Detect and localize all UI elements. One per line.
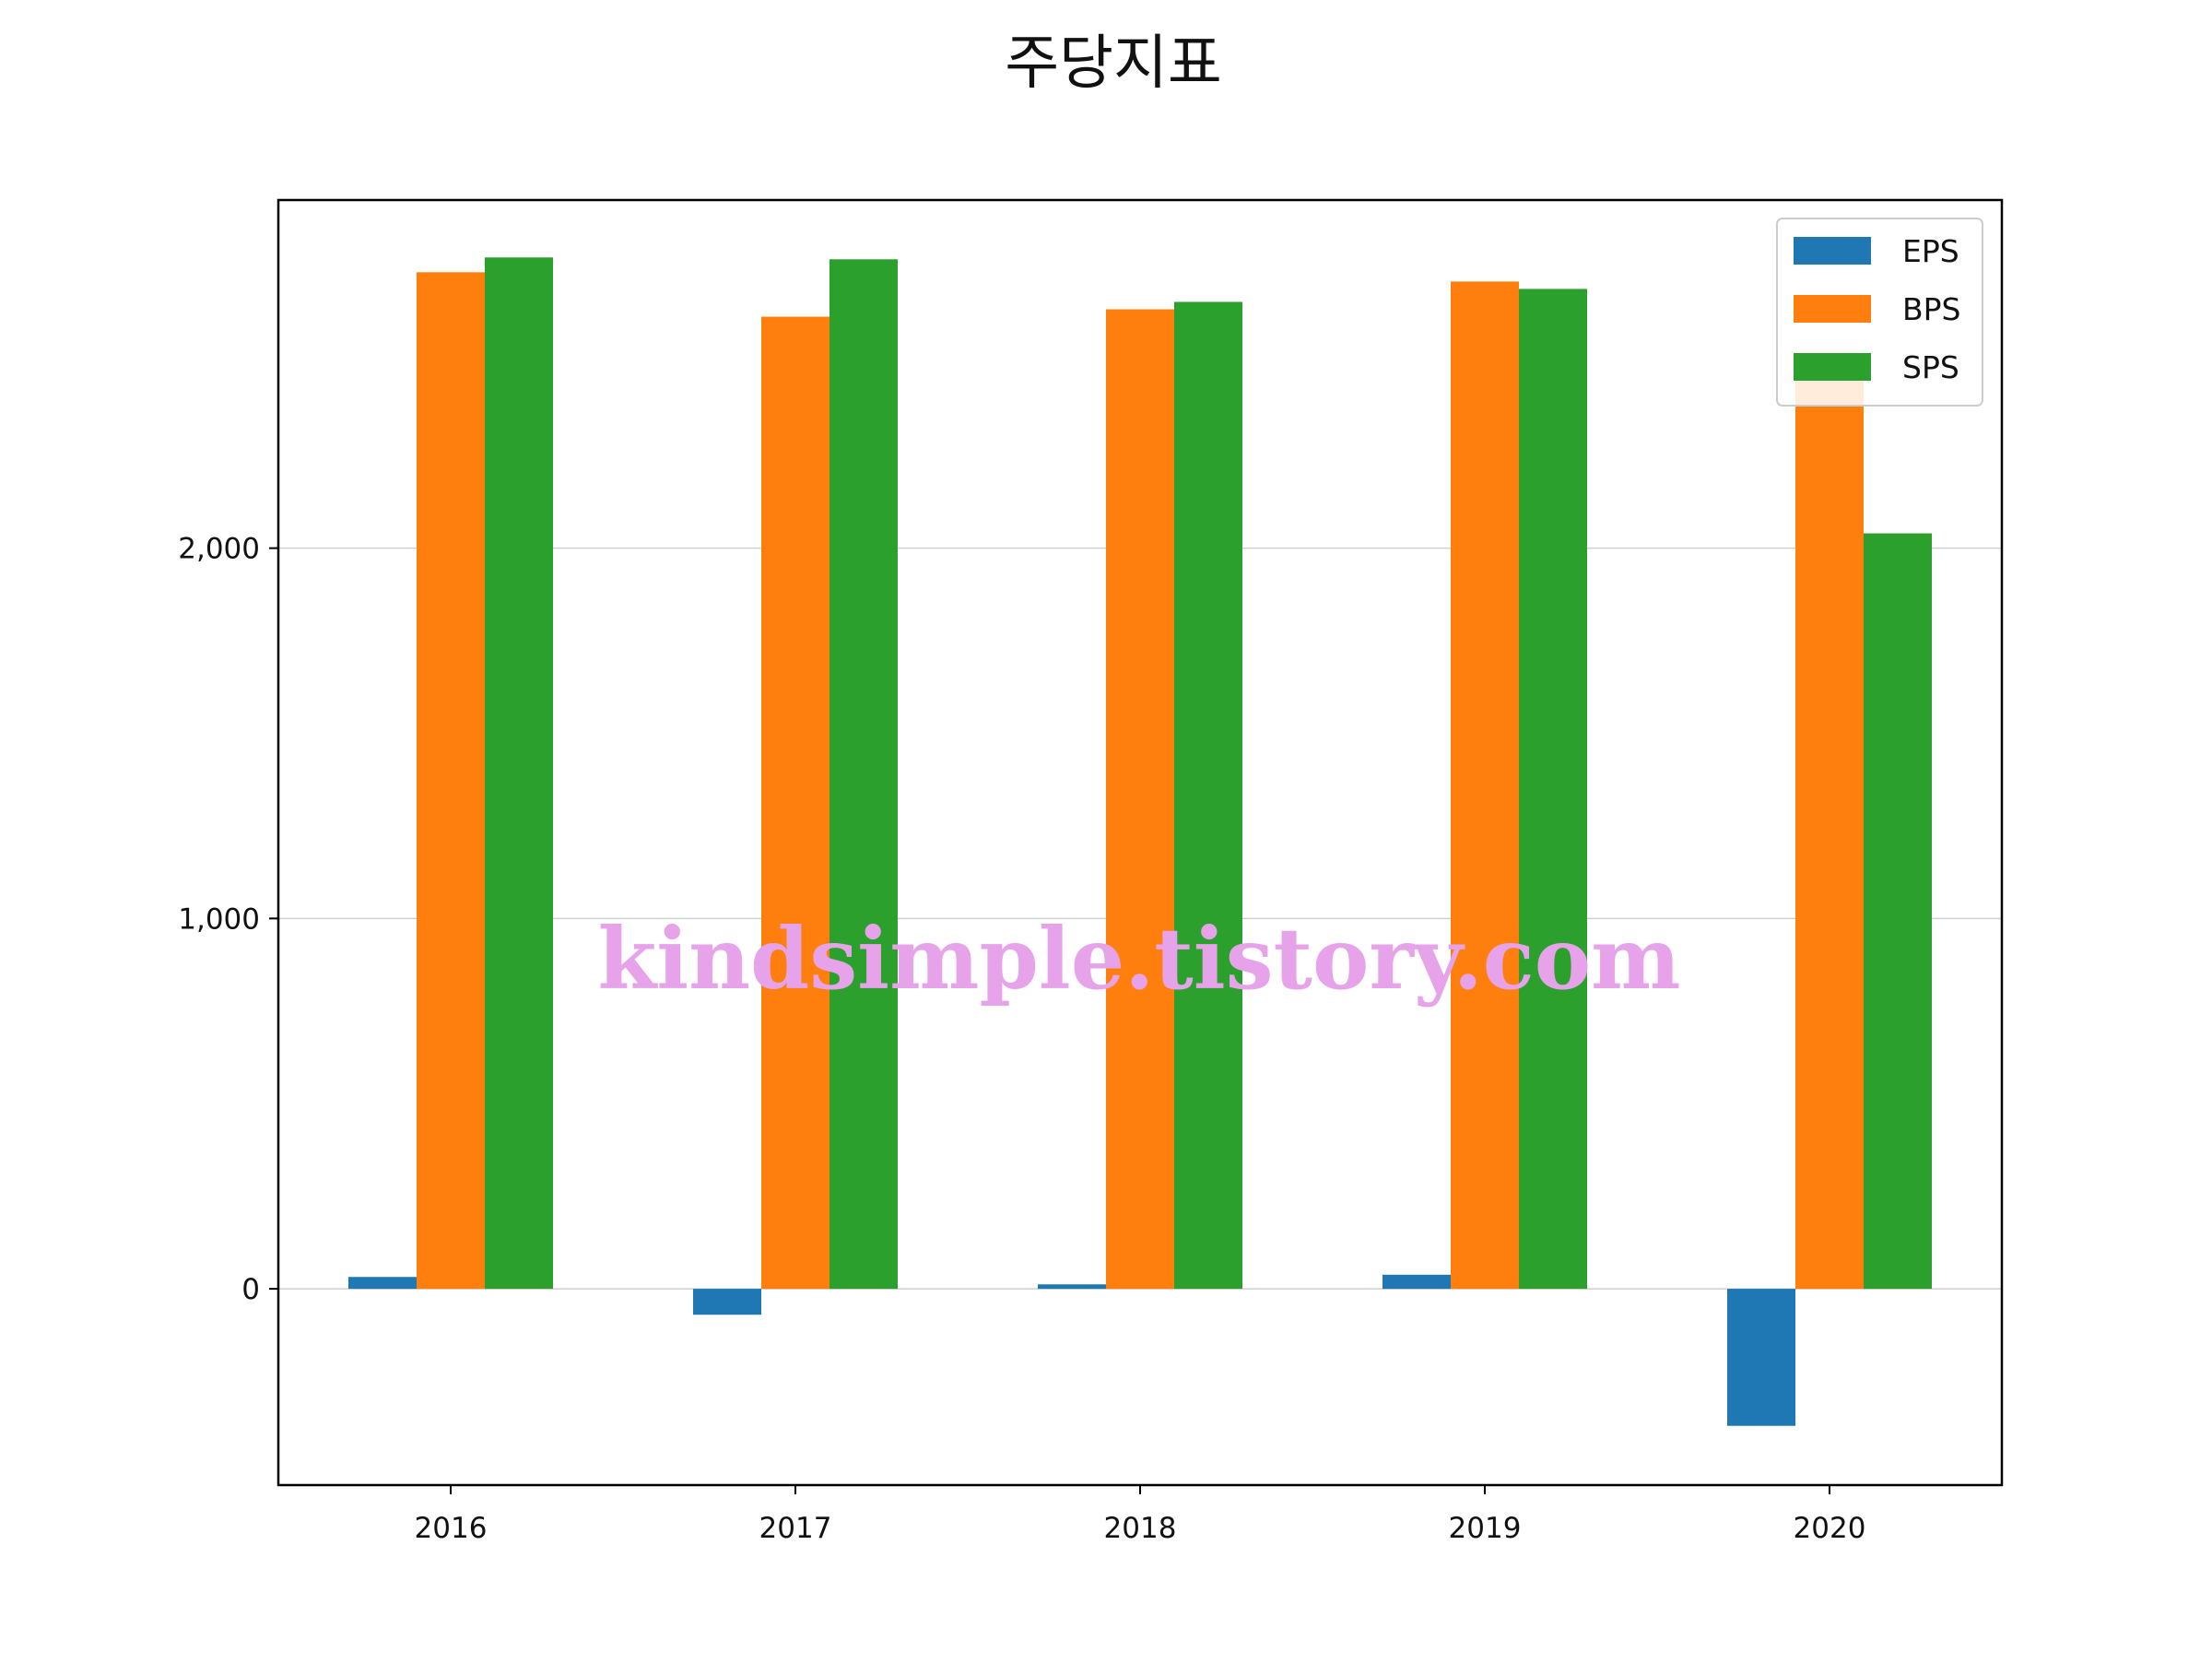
x-tick-label: 2016	[415, 1512, 488, 1545]
bar-bps-2019	[1451, 281, 1519, 1290]
bar-bps-2018	[1106, 309, 1174, 1290]
x-tick-label: 2017	[759, 1512, 832, 1545]
legend-swatch-eps	[1794, 237, 1871, 265]
bar-bps-2017	[761, 316, 830, 1290]
bar-sps-2018	[1174, 301, 1242, 1290]
legend-label-sps: SPS	[1902, 349, 1959, 385]
bar-sps-2019	[1519, 289, 1587, 1290]
y-tick-label: 1,000	[178, 902, 260, 936]
bar-eps-2019	[1382, 1274, 1451, 1290]
legend-label-eps: EPS	[1902, 233, 1959, 269]
bar-eps-2017	[693, 1289, 761, 1315]
y-tick-label: 2,000	[178, 533, 260, 566]
x-tick-label: 2019	[1449, 1512, 1522, 1545]
chart-title: 주당지표	[1005, 29, 1222, 98]
legend: EPS BPS SPS	[1776, 218, 1983, 407]
bar-sps-2016	[485, 257, 553, 1290]
x-tick-label: 2020	[1794, 1512, 1866, 1545]
bars	[348, 257, 1932, 1426]
bar-sps-2017	[830, 259, 898, 1290]
x-axis: 2016 2017 2018 2019 2020	[415, 1485, 1866, 1545]
bar-sps-2020	[1864, 533, 1932, 1290]
bar-eps-2020	[1727, 1289, 1795, 1426]
x-tick-label: 2018	[1104, 1512, 1177, 1545]
legend-label-bps: BPS	[1902, 291, 1961, 327]
y-tick-label: 0	[241, 1273, 260, 1306]
watermark: kindsimple.tistory.com	[597, 909, 1680, 1008]
legend-swatch-bps	[1794, 295, 1871, 323]
bar-eps-2016	[348, 1277, 417, 1290]
bar-bps-2016	[417, 272, 485, 1290]
legend-swatch-sps	[1794, 353, 1871, 381]
bar-bps-2020	[1795, 373, 1864, 1290]
y-axis: 0 1,000 2,000	[178, 533, 278, 1306]
bar-eps-2018	[1038, 1284, 1106, 1290]
